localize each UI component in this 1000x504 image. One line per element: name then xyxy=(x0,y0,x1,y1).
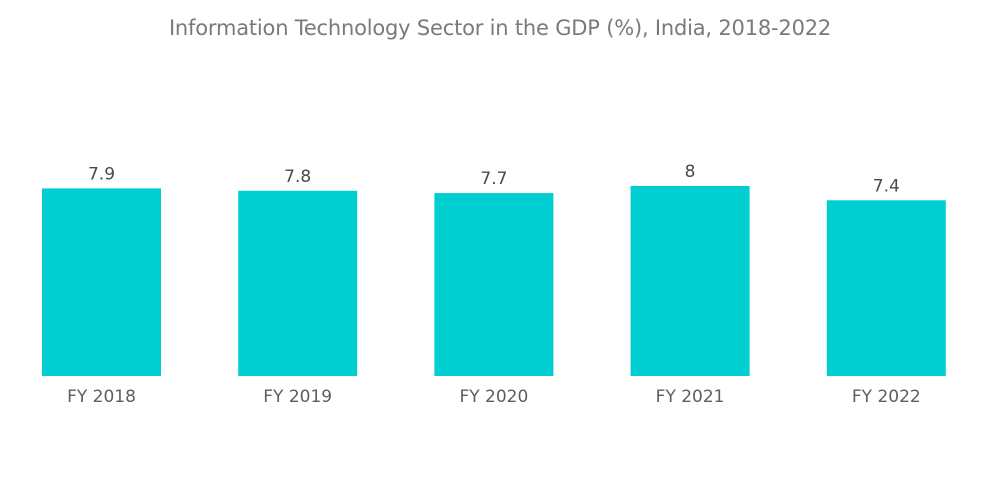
bar-fy-2018 xyxy=(42,188,161,376)
x-tick-label: FY 2021 xyxy=(656,387,725,407)
data-label: 8 xyxy=(685,162,696,182)
bar-fy-2021 xyxy=(630,186,750,376)
chart-title: Information Technology Sector in the GDP… xyxy=(168,16,832,40)
data-label: 7.8 xyxy=(284,167,311,187)
data-label: 7.7 xyxy=(480,169,507,189)
x-tick-label: FY 2020 xyxy=(459,387,528,407)
data-label: 7.4 xyxy=(873,176,900,196)
bars-group xyxy=(42,186,946,377)
x-tick-label: FY 2022 xyxy=(852,387,921,407)
x-axis-tick-labels: FY 2018 FY 2019 FY 2020 FY 2021 FY 2022 xyxy=(67,387,921,407)
x-tick-label: FY 2018 xyxy=(67,387,136,407)
x-tick-label: FY 2019 xyxy=(263,387,332,407)
value-labels-group: 7.9 7.8 7.7 8 7.4 xyxy=(88,162,900,196)
bar-fy-2019 xyxy=(238,190,358,377)
data-label: 7.9 xyxy=(88,164,115,184)
bar-fy-2022 xyxy=(826,200,946,377)
bar-fy-2020 xyxy=(434,193,554,376)
